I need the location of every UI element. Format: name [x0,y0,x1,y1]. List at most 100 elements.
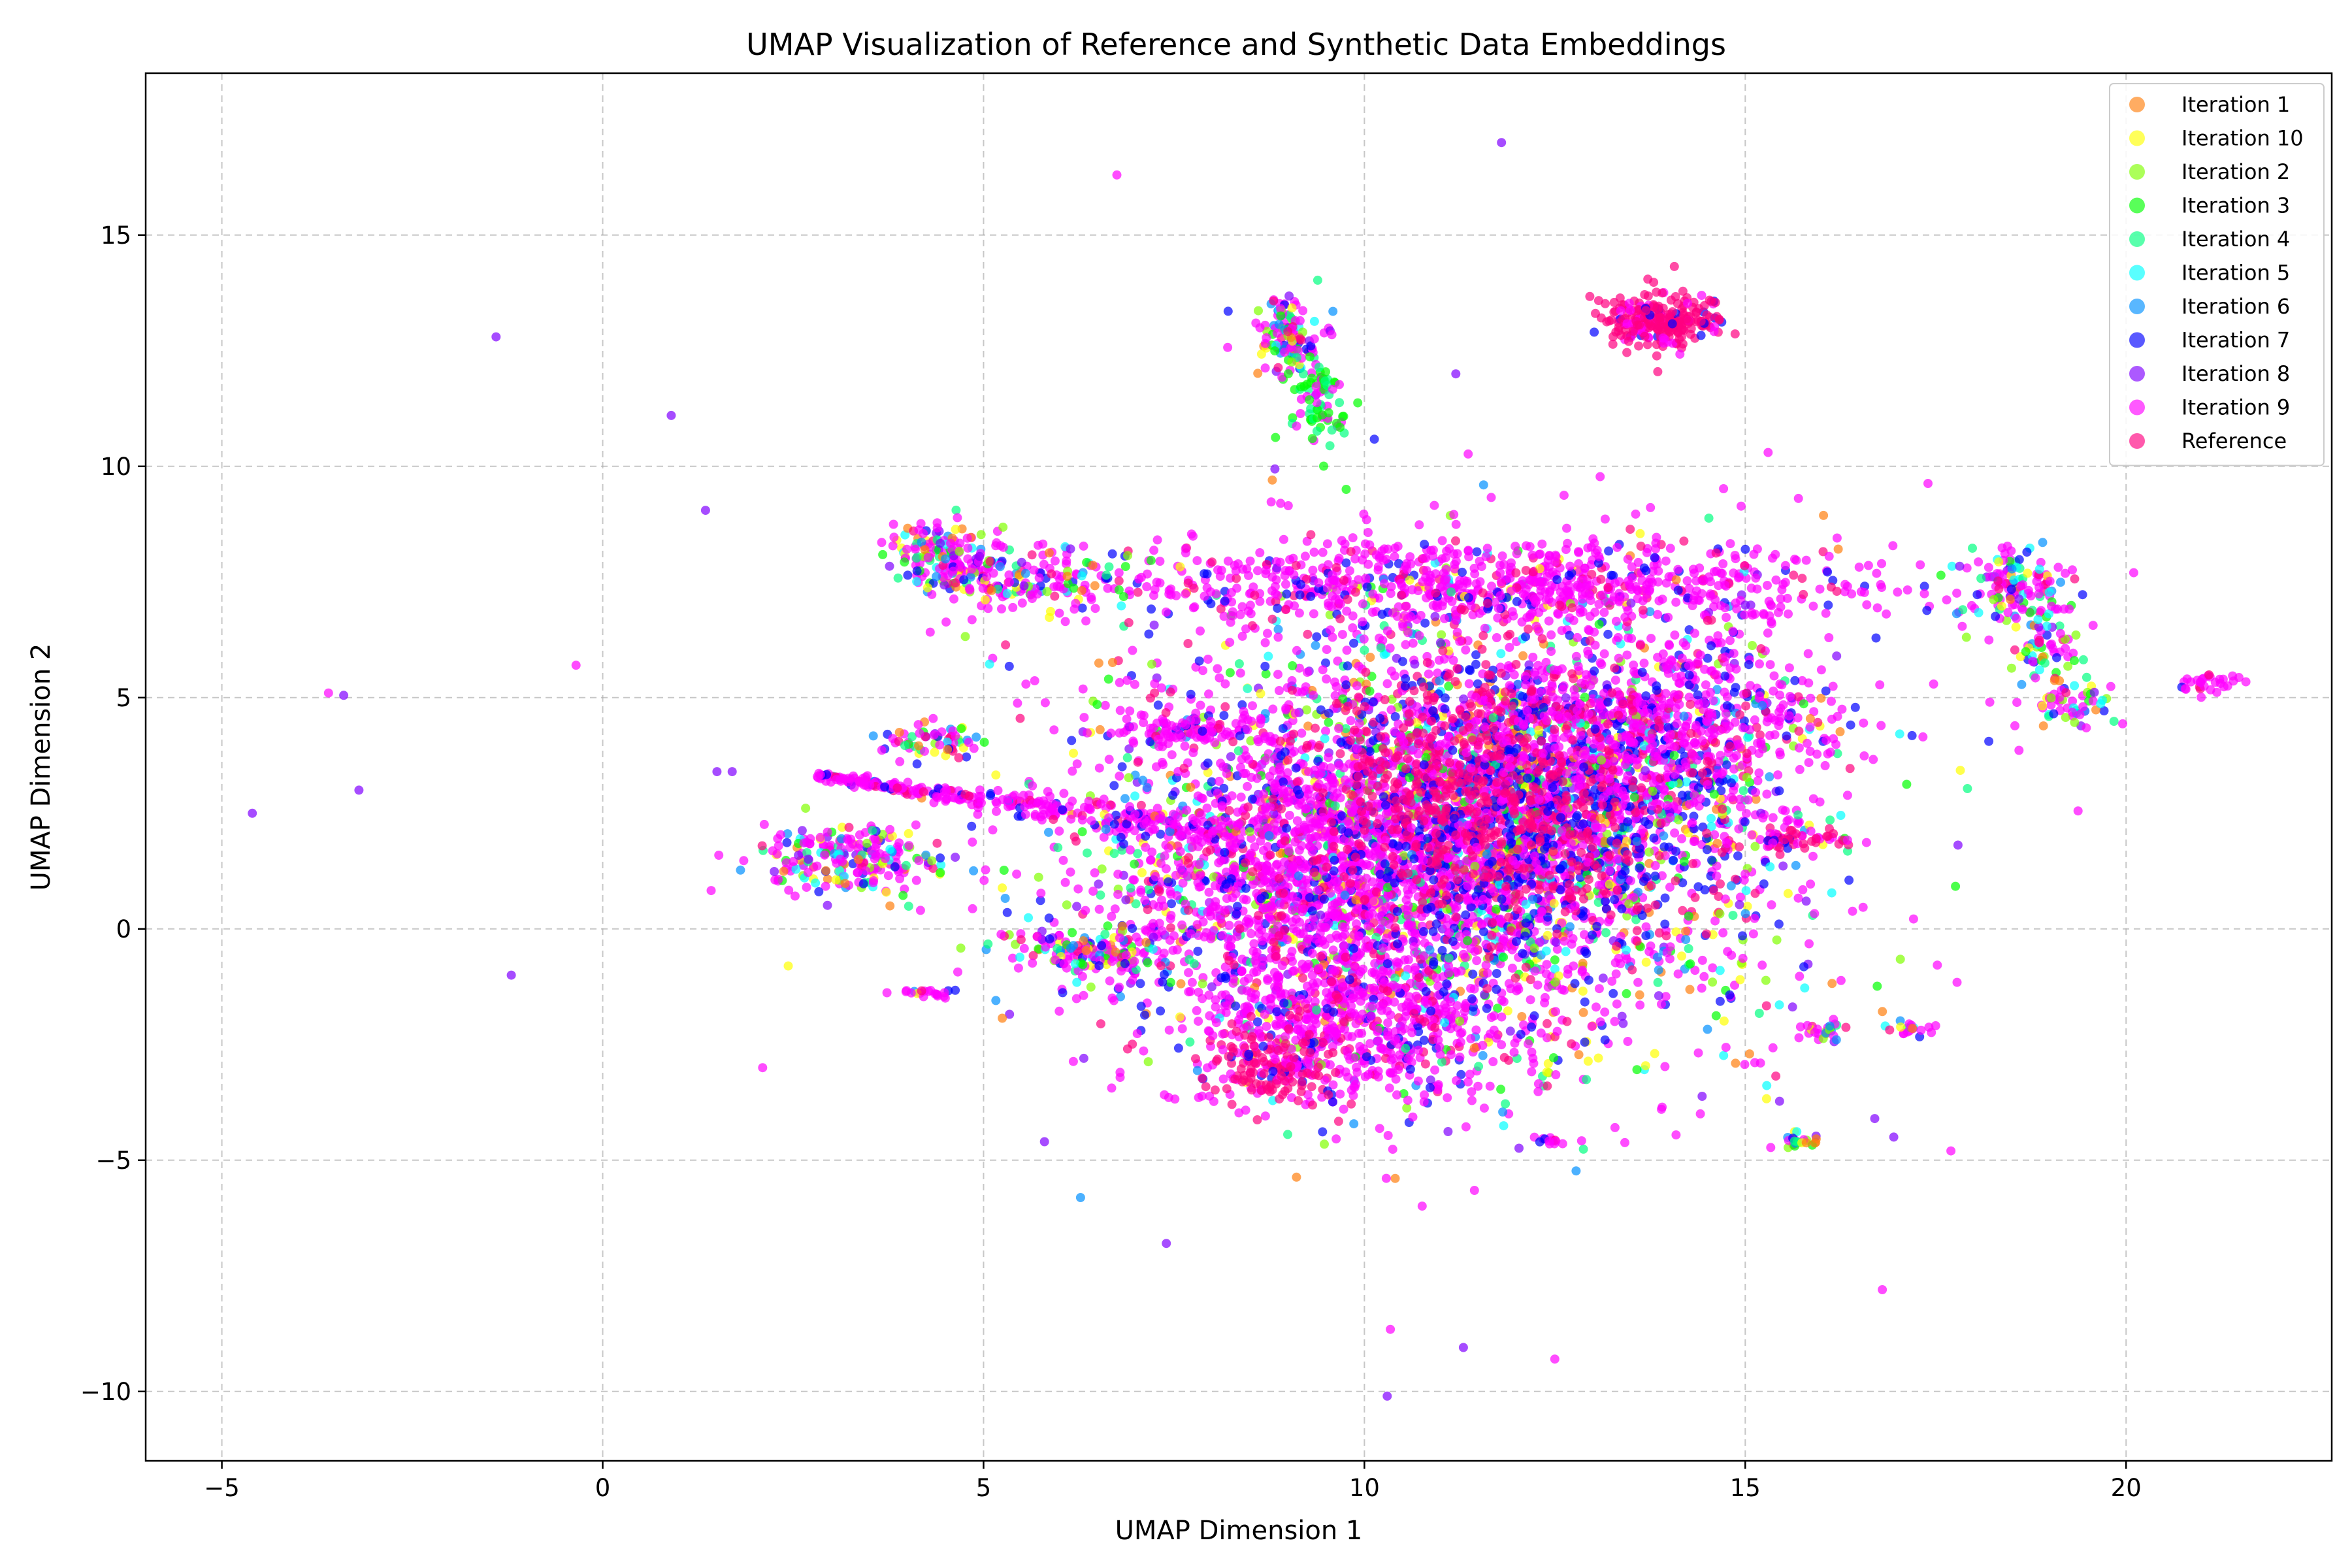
scatter-point [1308,922,1318,932]
scatter-point [1955,766,1965,776]
scatter-point [1150,688,1160,698]
scatter-point [1836,975,1846,985]
scatter-point [1477,644,1487,654]
scatter-point [1298,973,1307,983]
scatter-point [1685,985,1695,994]
scatter-point [1040,698,1050,708]
scatter-point [1302,668,1312,677]
scatter-point [1768,1043,1778,1053]
scatter-point [1757,960,1767,970]
scatter-point [1437,1057,1446,1067]
scatter-point [1650,860,1660,870]
scatter-point [1092,700,1102,710]
scatter-point [1734,824,1744,834]
scatter-point [1641,922,1651,932]
scatter-point [1177,920,1186,930]
scatter-point [1222,769,1232,778]
scatter-point [1113,890,1123,899]
scatter-point [1471,650,1481,660]
scatter-point [1431,973,1441,983]
scatter-point [1461,1122,1471,1132]
scatter-point [1727,951,1737,960]
scatter-point [1130,679,1139,689]
scatter-point [1550,977,1560,987]
scatter-point [1241,768,1250,778]
scatter-point [1362,860,1371,870]
scatter-point [1253,823,1263,832]
scatter-point [1290,708,1300,718]
scatter-point [1728,911,1738,921]
scatter-point [1069,748,1078,758]
scatter-point [1312,632,1322,642]
scatter-point [1413,1076,1423,1086]
scatter-point [1257,936,1267,945]
scatter-point [1260,756,1270,766]
scatter-point [1330,801,1340,811]
scatter-point [1750,889,1760,898]
scatter-point [1060,877,1070,887]
scatter-point [1136,885,1146,895]
scatter-point [1463,919,1473,928]
scatter-point [1316,923,1326,932]
scatter-point [1460,953,1470,962]
scatter-point [1550,955,1560,965]
scatter-point [1845,764,1855,774]
scatter-point [1748,641,1757,650]
scatter-point [1529,1011,1539,1021]
scatter-point [1875,680,1885,690]
scatter-point [1952,977,1962,987]
scatter-point [1793,493,1803,503]
scatter-point [1319,762,1328,772]
scatter-point [998,1013,1007,1023]
scatter-point [1671,1130,1681,1140]
scatter-point [1001,640,1011,650]
scatter-point [1167,899,1176,909]
scatter-point [1878,1007,1887,1017]
scatter-point [1708,963,1718,973]
scatter-point [1302,938,1312,948]
scatter-point [1216,914,1226,924]
scatter-point [1292,816,1302,826]
scatter-point [1313,832,1322,841]
scatter-point [1688,859,1698,868]
scatter-point [1272,859,1282,869]
scatter-point [1194,860,1204,870]
scatter-point [1711,1011,1721,1021]
scatter-point [1478,480,1488,490]
scatter-point [1376,643,1386,653]
scatter-point [1122,753,1132,762]
scatter-point [1496,1085,1506,1094]
scatter-point [1620,1137,1629,1147]
scatter-point [1417,1201,1427,1211]
scatter-point [1097,864,1107,874]
scatter-point [1379,792,1388,802]
scatter-point [1335,749,1345,759]
scatter-point [1835,727,1845,736]
scatter-point [1742,809,1751,819]
scatter-point [1140,896,1150,905]
scatter-point [979,875,989,885]
scatter-point [1473,709,1483,719]
scatter-point [1737,501,1746,511]
scatter-point [1712,838,1722,848]
scatter-point [1827,888,1837,898]
scatter-point [1267,475,1277,485]
scatter-point [1567,939,1576,949]
scatter-point [1300,823,1309,832]
scatter-point [1791,860,1801,870]
scatter-point [1273,670,1282,679]
scatter-point [1407,921,1416,930]
scatter-point [1005,1009,1015,1019]
scatter-point [1635,990,1644,1000]
scatter-point [1194,656,1204,666]
scatter-point [1340,890,1350,900]
scatter-point [1808,851,1818,861]
scatter-point [1211,995,1220,1005]
scatter-point [1772,935,1782,945]
scatter-point [1662,948,1672,957]
scatter-point [1800,983,1810,993]
scatter-point [1287,947,1297,956]
scatter-point [1077,827,1087,837]
scatter-point [1321,727,1330,736]
scatter-point [1302,705,1311,715]
